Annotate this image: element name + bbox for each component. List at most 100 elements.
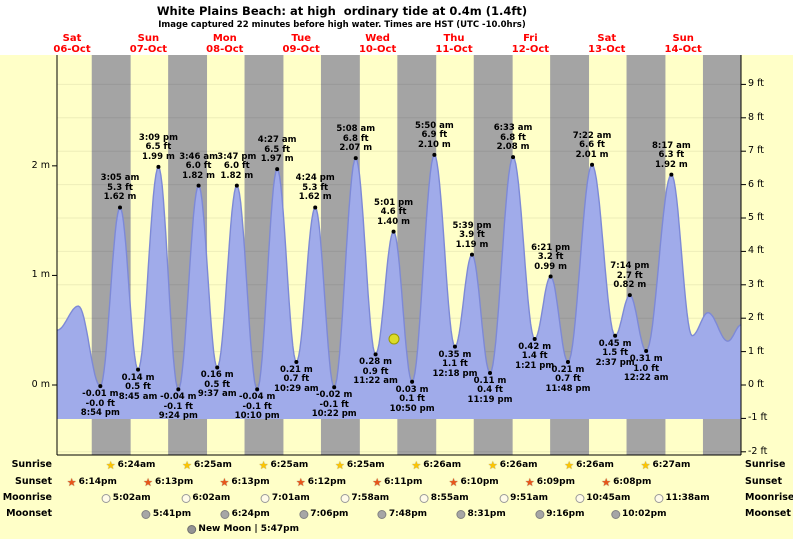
high-tide-label: 6:33 am 6.8 ft 2.08 m <box>493 123 533 153</box>
high-tide-label: 6:21 pm 3.2 ft 0.99 m <box>531 242 571 272</box>
day-label: Sat 06-Oct <box>53 33 90 55</box>
astro-entry-sunrise: ★ 6:25am <box>259 459 309 471</box>
right-axis-label: 5 ft <box>748 211 764 223</box>
current-tide-marker <box>388 333 400 345</box>
new-moon-label: New Moon | 5:47pm <box>198 524 299 534</box>
sunrise-time: 6:26am <box>576 460 614 470</box>
moonset-time: 9:16pm <box>546 509 585 519</box>
low-tide-point <box>410 379 415 384</box>
low-tide-point <box>532 336 537 341</box>
high-tide-label: 3:46 am 6.0 ft 1.82 m <box>179 151 218 181</box>
astro-entry-moonrise: 8:55am <box>419 492 469 504</box>
low-tide-label: 0.14 m 0.5 ft 8:45 am <box>118 372 158 402</box>
right-axis-label: 8 ft <box>748 111 764 123</box>
astro-label-sunset-right: Sunset <box>745 476 783 487</box>
low-tide-label: 0.21 m 0.7 ft 10:29 am <box>274 364 319 394</box>
low-tide-label: 0.11 m 0.4 ft 11:19 pm <box>467 375 513 405</box>
astro-label-moonset-right: Moonset <box>745 508 791 519</box>
moonrise-icon <box>654 493 664 503</box>
high-tide-point <box>196 183 201 188</box>
moonrise-icon <box>101 493 111 503</box>
moonset-time: 7:48pm <box>388 509 428 519</box>
sunrise-time: 6:24am <box>117 460 156 470</box>
day-name: Fri <box>523 33 538 44</box>
astro-entry-moonrise: 10:45am <box>575 492 630 504</box>
moonrise-icon <box>260 493 270 503</box>
astro-entry-sunset: ★ 6:09pm <box>525 476 575 488</box>
sunrise-time: 6:27am <box>652 460 691 470</box>
astro-entry-sunset: ★ 6:13pm <box>143 476 193 488</box>
astro-entry-sunrise: ★ 6:26am <box>488 459 538 471</box>
moonset-icon <box>535 509 545 519</box>
right-axis-label: 7 ft <box>748 145 764 157</box>
right-axis-label: 3 ft <box>748 278 764 290</box>
sunset-star-icon: ★ <box>66 475 77 489</box>
low-tide-label: 0.28 m 0.9 ft 11:22 am <box>353 357 398 387</box>
right-axis-label: -2 ft <box>748 445 768 457</box>
day-date: 06-Oct <box>53 44 91 55</box>
astro-entry-sunset: ★ 6:13pm <box>220 476 270 488</box>
day-name: Sun <box>137 33 160 44</box>
day-label: Tue 09-Oct <box>283 33 320 55</box>
high-tide-label: 4:27 am 6.5 ft 1.97 m <box>257 135 297 165</box>
astro-entry-moonset: 10:02pm <box>611 508 666 520</box>
day-name: Sun <box>672 33 694 44</box>
moonset-icon <box>141 509 151 519</box>
left-axis-label: 2 m <box>31 159 50 171</box>
astro-entry-sunset: ★ 6:14pm <box>67 476 117 488</box>
high-tide-point <box>275 167 280 172</box>
low-tide-point <box>294 359 299 364</box>
moonrise-time: 10:45am <box>586 493 631 503</box>
moonrise-time: 5:02am <box>112 493 151 503</box>
moonrise-icon <box>340 493 350 503</box>
high-tide-label: 7:22 am 6.6 ft 2.01 m <box>572 130 612 160</box>
low-tide-label: 0.42 m 1.4 ft 1:21 pm <box>515 341 555 371</box>
left-axis-label: 1 m <box>31 269 50 281</box>
new-moon-icon <box>187 524 197 534</box>
high-tide-point <box>234 183 239 188</box>
low-tide-label: -0.01 m -0.0 ft 8:54 pm <box>80 389 120 419</box>
sunset-time: 6:13pm <box>155 477 194 487</box>
moonrise-icon <box>419 493 429 503</box>
low-tide-label: -0.04 m -0.1 ft 9:24 pm <box>158 392 198 422</box>
sunset-star-icon: ★ <box>448 475 459 489</box>
astro-entry-moonrise: 5:02am <box>101 492 151 504</box>
day-date: 13-Oct <box>588 44 626 55</box>
astro-entry-sunset: ★ 6:10pm <box>449 476 499 488</box>
right-axis-label: 4 ft <box>748 245 764 257</box>
right-axis-label: 0 ft <box>748 379 764 390</box>
astro-label-sunrise-right: Sunrise <box>745 459 786 470</box>
high-tide-point <box>469 252 474 257</box>
astro-entry-moonset: 9:16pm <box>535 508 585 520</box>
high-tide-label: 5:50 am 6.9 ft 2.10 m <box>415 120 454 150</box>
high-tide-label: 5:01 pm 4.6 ft 1.40 m <box>374 197 414 227</box>
astro-label-moonrise: Moonrise <box>2 492 52 503</box>
high-tide-label: 3:09 pm 6.5 ft 1.99 m <box>138 132 178 162</box>
sunrise-star-icon: ★ <box>258 458 269 472</box>
sunset-time: 6:12pm <box>307 477 346 487</box>
astro-entry-sunrise: ★ 6:26am <box>564 459 614 471</box>
astro-entry-moonset: 5:41pm <box>141 508 191 520</box>
day-date: 12-Oct <box>511 44 550 55</box>
astro-entry-sunset: ★ 6:08pm <box>601 476 651 488</box>
low-tide-point <box>332 385 337 390</box>
sunset-star-icon: ★ <box>143 475 154 489</box>
moonset-icon <box>299 509 309 519</box>
moonrise-time: 8:55am <box>430 493 469 503</box>
astro-label-moonset: Moonset <box>6 508 52 519</box>
astro-entry-moonset: 6:24pm <box>220 508 270 520</box>
high-tide-label: 3:05 am 5.3 ft 1.62 m <box>100 173 140 203</box>
astro-entry-moonset: 7:06pm <box>299 508 348 520</box>
moonset-time: 8:31pm <box>467 509 506 519</box>
astro-entry-sunrise: ★ 6:25am <box>182 459 232 471</box>
right-axis-label: 9 ft <box>748 78 764 90</box>
moonset-icon <box>611 509 620 519</box>
sunset-star-icon: ★ <box>295 475 306 489</box>
astro-label-sunset: Sunset <box>14 476 52 487</box>
high-tide-point <box>590 162 595 167</box>
low-tide-label: 0.03 m 0.1 ft 10:50 pm <box>389 384 435 414</box>
